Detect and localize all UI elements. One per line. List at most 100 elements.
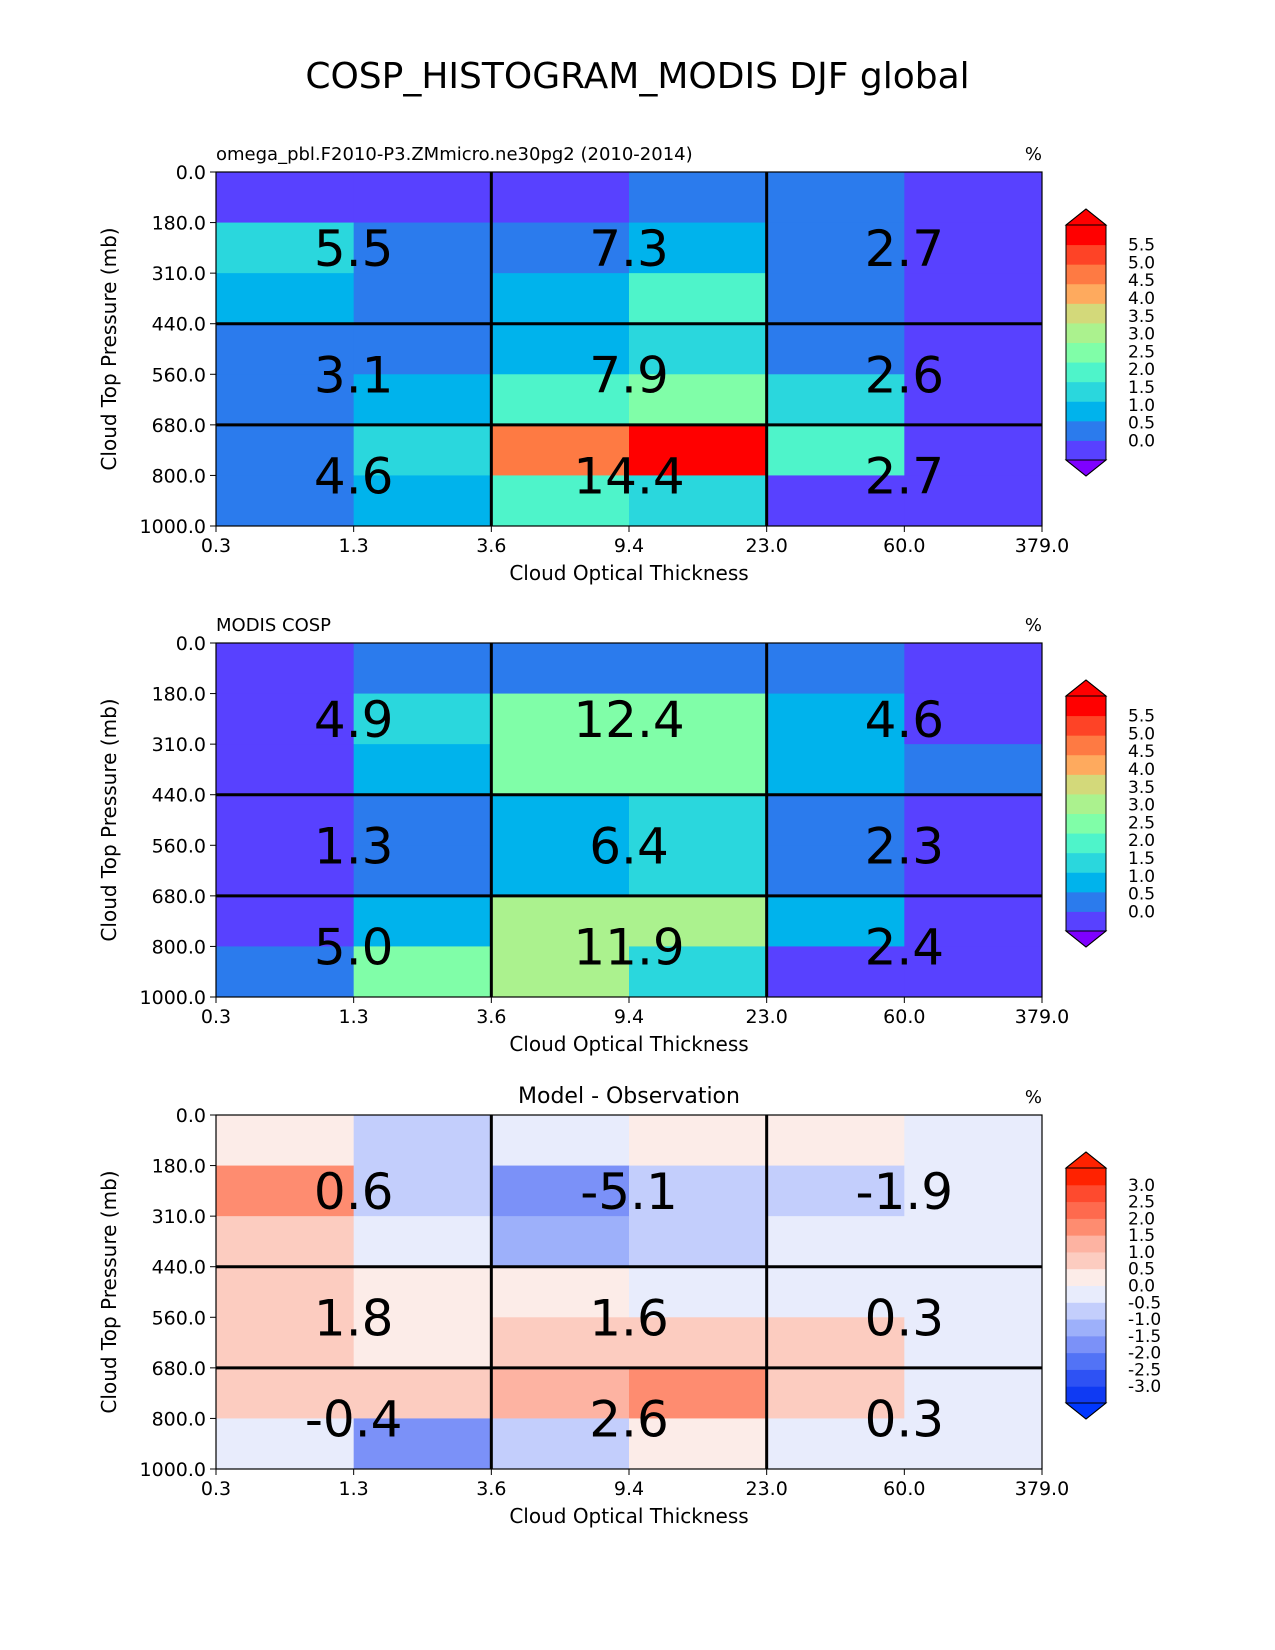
colorbar-extend-max <box>1064 208 1108 226</box>
x-tick-label: 1.3 <box>339 1006 369 1028</box>
group-value-label: 2.3 <box>865 817 945 875</box>
colorbar-segment <box>1066 342 1106 363</box>
y-tick-label: 180.0 <box>152 213 206 235</box>
colorbar-label: 3.0 <box>1128 325 1155 345</box>
y-tick-label: 560.0 <box>152 1307 206 1329</box>
heatmap-cell <box>629 323 768 375</box>
heatmap-cell <box>904 1216 1043 1268</box>
colorbar-segment <box>1066 381 1106 402</box>
units-label: % <box>1025 615 1042 636</box>
x-tick-label: 379.0 <box>1015 1006 1069 1028</box>
x-tick-label: 60.0 <box>883 535 925 557</box>
heatmap-cell <box>629 895 768 947</box>
heatmap-cell <box>491 222 630 274</box>
colorbar-segment <box>1066 1302 1106 1320</box>
colorbar-label: 4.5 <box>1128 271 1155 291</box>
heatmap-cell <box>491 946 630 998</box>
heatmap-cell <box>216 172 355 224</box>
y-tick-label: 800.0 <box>152 1408 206 1430</box>
colorbar-extend-min <box>1064 930 1108 948</box>
heatmap-cell <box>216 946 355 998</box>
heatmap-cell <box>629 1165 768 1217</box>
x-tick-label: 379.0 <box>1015 535 1069 557</box>
heatmap-cell <box>766 693 905 745</box>
colorbar-label: 3.5 <box>1128 778 1155 798</box>
heatmap-cell <box>904 323 1043 375</box>
y-tick-label: 1000.0 <box>140 516 206 538</box>
heatmap-cell <box>353 1266 492 1318</box>
heatmap-cell <box>904 374 1043 426</box>
heatmap-cell <box>904 1317 1043 1369</box>
y-tick-label: 680.0 <box>152 886 206 908</box>
colorbar-segment <box>1066 244 1106 265</box>
group-value-label: 0.6 <box>314 1163 394 1221</box>
x-tick-label: 23.0 <box>746 1478 788 1500</box>
colorbar-segment <box>1066 1218 1106 1236</box>
heatmap-cell <box>629 693 768 745</box>
heatmap-cell <box>904 172 1043 224</box>
colorbar-segment <box>1066 813 1106 834</box>
group-value-label: 11.9 <box>573 918 684 976</box>
y-tick-label: 560.0 <box>152 835 206 857</box>
y-tick-label: 680.0 <box>152 415 206 437</box>
group-value-label: 14.4 <box>573 447 684 505</box>
group-value-label: 12.4 <box>573 691 684 749</box>
y-tick-label: 1000.0 <box>140 987 206 1009</box>
heatmap-cell <box>491 643 630 695</box>
heatmap-cell <box>629 1216 768 1268</box>
y-tick-label: 800.0 <box>152 465 206 487</box>
colorbar-segment <box>1066 735 1106 756</box>
heatmap-cell <box>491 845 630 897</box>
heatmap-cell <box>216 744 355 796</box>
heatmap-cell <box>353 1367 492 1419</box>
group-value-label: 2.4 <box>865 918 945 976</box>
y-axis-label: Cloud Top Pressure (mb) <box>97 1170 121 1413</box>
colorbar-segment <box>1066 283 1106 304</box>
heatmap-cell <box>766 744 905 796</box>
heatmap-cell <box>629 845 768 897</box>
y-tick-label: 310.0 <box>152 1206 206 1228</box>
colorbar-segment <box>1066 754 1106 775</box>
panel-title: omega_pbl.F2010-P3.ZMmicro.ne30pg2 (2010… <box>216 144 693 165</box>
colorbar-outline <box>1065 679 1107 948</box>
colorbar-segment <box>1066 362 1106 383</box>
heatmap-cell <box>766 424 905 476</box>
heatmap-cell <box>216 424 355 476</box>
heatmap-cell <box>904 895 1043 947</box>
colorbar-segment <box>1066 833 1106 854</box>
heatmap-cell <box>629 1317 768 1369</box>
colorbar-segment <box>1066 715 1106 736</box>
group-value-label: 7.3 <box>589 220 669 278</box>
heatmap-cell <box>629 475 768 527</box>
colorbar-label: -3.0 <box>1128 1377 1161 1397</box>
heatmap-cell <box>766 1266 905 1318</box>
panel-1: 5.5 7.3 2.7 3.1 7.9 2.6 4.6 14.4 2.7 0.3 1.3 3.6 9.4… <box>97 144 1155 585</box>
heatmap-cell <box>353 1115 492 1167</box>
colorbar-label: -2.5 <box>1128 1360 1161 1380</box>
heatmap-cell <box>766 946 905 998</box>
heatmap-cell <box>216 794 355 846</box>
heatmap-cell <box>216 475 355 527</box>
heatmap-cell <box>904 222 1043 274</box>
heatmap-cell <box>353 424 492 476</box>
colorbar-segment <box>1066 872 1106 893</box>
colorbar-segment <box>1066 420 1106 441</box>
colorbar-label: 3.5 <box>1128 307 1155 327</box>
panel-3: 0.6 -5.1 -1.9 1.8 1.6 0.3 -0.4 2.6 0.3 0.3 1.3 3.6 9… <box>97 1084 1161 1528</box>
heatmap-cell <box>353 273 492 325</box>
units-label: % <box>1025 1087 1042 1108</box>
colorbar-label: 0.0 <box>1128 1277 1155 1297</box>
colorbar-label: 0.0 <box>1128 431 1155 451</box>
heatmap-cell <box>766 794 905 846</box>
figure-title: COSP_HISTOGRAM_MODIS DJF global <box>305 56 970 97</box>
colorbar-segment <box>1066 1386 1106 1404</box>
colorbar-label: 2.0 <box>1128 831 1155 851</box>
colorbar-extend-min <box>1064 1402 1108 1420</box>
x-tick-label: 60.0 <box>883 1006 925 1028</box>
heatmap-cell <box>629 794 768 846</box>
y-tick-label: 1000.0 <box>140 1459 206 1481</box>
colorbar-label: -2.0 <box>1128 1344 1161 1364</box>
colorbar-label: 1.0 <box>1128 396 1155 416</box>
group-value-label: 6.4 <box>589 817 669 875</box>
